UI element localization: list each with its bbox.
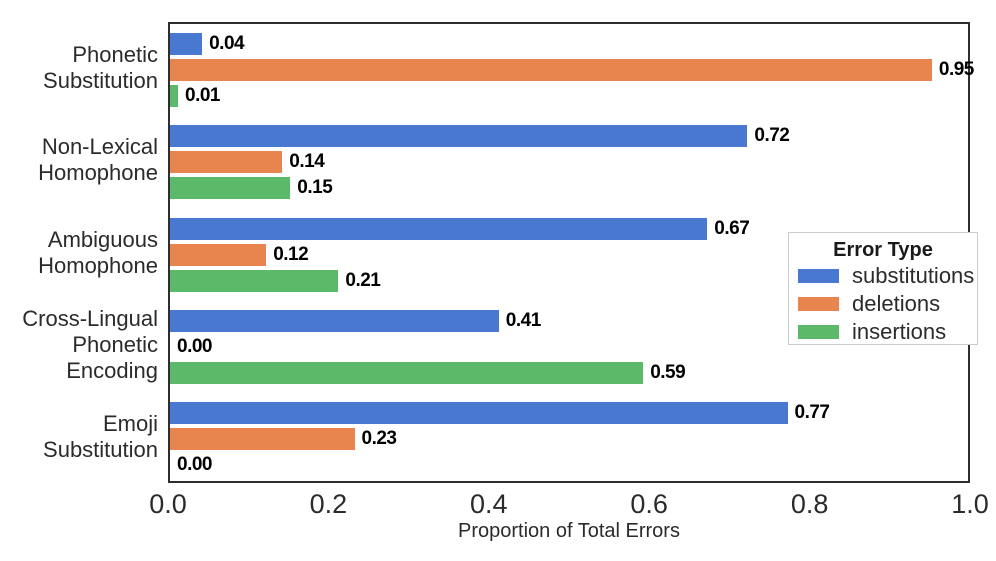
- bar-substitutions-1: [170, 125, 748, 148]
- bar-value-label: 0.15: [297, 177, 333, 199]
- legend-label-deletions: deletions: [852, 291, 941, 316]
- legend-title: Error Type: [833, 239, 933, 261]
- bar-insertions-1: [170, 177, 291, 200]
- bar-substitutions-2: [170, 217, 708, 240]
- bar-value-label: 0.59: [650, 361, 686, 383]
- bar-value-label: 0.95: [938, 59, 974, 81]
- x-tick-label: 0.8: [790, 489, 829, 519]
- x-tick-label: 0.6: [630, 489, 668, 519]
- legend: Error Type substitutions deletions inser…: [788, 232, 978, 345]
- bar-value-label: 0.04: [209, 33, 245, 55]
- bar-insertions-0: [170, 85, 178, 108]
- bar-substitutions-0: [170, 33, 203, 56]
- legend-swatch-substitutions-icon: [798, 269, 839, 283]
- bar-value-label: 0.00: [177, 335, 212, 357]
- bar-value-label: 0.01: [185, 85, 220, 107]
- bar-value-label: 0.72: [754, 125, 790, 147]
- y-category-label: Cross-Lingual Phonetic Encoding: [22, 305, 158, 383]
- legend-item-insertions: insertions: [789, 318, 977, 346]
- bar-value-label: 0.14: [289, 151, 325, 173]
- bar-value-label: 0.21: [345, 269, 381, 291]
- bar-deletions-0: [170, 59, 932, 82]
- y-category-label: Ambiguous Homophone: [38, 226, 158, 278]
- bar-deletions-2: [170, 243, 267, 266]
- bar-substitutions-4: [170, 401, 788, 424]
- x-tick-label: 0.2: [309, 489, 348, 519]
- legend-label-substitutions: substitutions: [852, 263, 975, 288]
- bar-value-label: 0.41: [505, 309, 541, 331]
- bar-insertions-2: [170, 269, 339, 292]
- x-axis-title: Proportion of Total Errors: [458, 520, 680, 542]
- x-tick-label: 0.4: [470, 489, 508, 519]
- bar-value-label: 0.23: [361, 427, 397, 449]
- bar-deletions-4: [170, 427, 355, 450]
- bar-substitutions-3: [170, 309, 499, 332]
- legend-swatch-deletions-icon: [798, 297, 839, 311]
- x-tick-label: 1.0: [951, 489, 989, 519]
- legend-item-deletions: deletions: [789, 290, 977, 318]
- y-category-label: Emoji Substitution: [43, 410, 158, 462]
- x-tick-label: 0.0: [149, 489, 187, 519]
- bar-deletions-1: [170, 151, 283, 174]
- bar-value-label: 0.00: [177, 453, 212, 475]
- y-category-label: Non-Lexical Homophone: [38, 134, 158, 186]
- bar-insertions-3: [170, 361, 644, 384]
- legend-swatch-insertions-icon: [798, 325, 839, 339]
- bar-value-label: 0.12: [273, 243, 309, 265]
- legend-label-insertions: insertions: [852, 319, 947, 344]
- legend-item-substitutions: substitutions: [789, 262, 977, 290]
- y-category-label: Phonetic Substitution: [43, 42, 158, 94]
- bar-value-label: 0.77: [794, 401, 830, 423]
- bar-value-label: 0.67: [714, 217, 750, 239]
